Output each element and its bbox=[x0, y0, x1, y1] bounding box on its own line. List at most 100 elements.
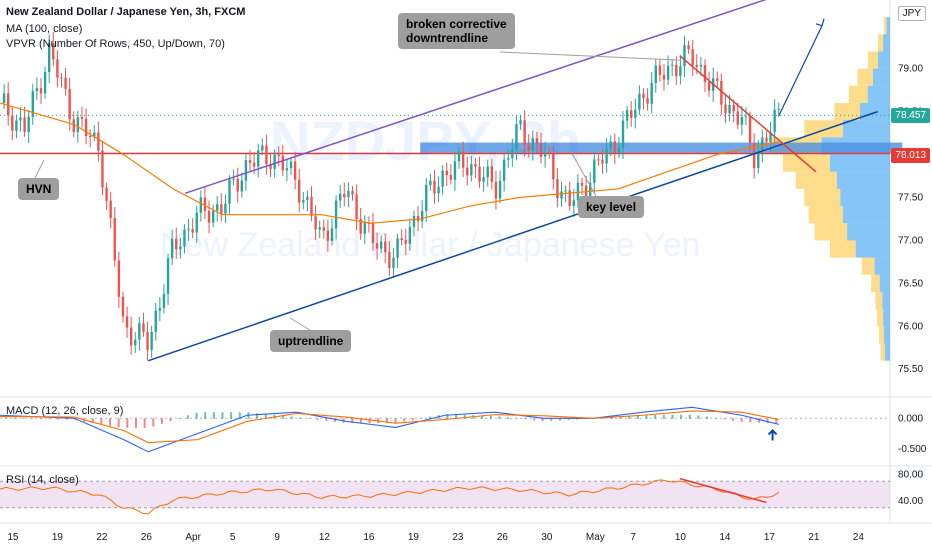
macd-histogram-bar bbox=[420, 418, 423, 419]
candle-body bbox=[68, 88, 71, 120]
candle-body bbox=[203, 197, 207, 211]
candle-body bbox=[429, 180, 432, 186]
macd-histogram-bar bbox=[13, 417, 16, 419]
time-tick-label: 19 bbox=[52, 532, 64, 543]
candle-body bbox=[761, 137, 764, 152]
macd-histogram-bar bbox=[22, 417, 25, 419]
vp-down-bar bbox=[883, 34, 890, 52]
candle-body bbox=[199, 197, 203, 213]
candle-body bbox=[138, 323, 141, 340]
candle-body bbox=[461, 151, 465, 168]
candle-body bbox=[720, 80, 723, 105]
time-tick-label: 12 bbox=[319, 532, 331, 543]
macd-histogram-bar bbox=[533, 418, 535, 421]
candle-body bbox=[183, 229, 186, 247]
candle-body bbox=[527, 145, 530, 151]
candle-body bbox=[281, 155, 285, 171]
candle-body bbox=[675, 64, 678, 77]
macd-histogram-bar bbox=[282, 415, 285, 419]
candle-body bbox=[601, 159, 604, 164]
candle-body bbox=[31, 91, 34, 117]
candle-body bbox=[404, 240, 407, 244]
macd-histogram-bar bbox=[117, 418, 120, 428]
candle-body bbox=[39, 88, 43, 94]
candle-body bbox=[6, 93, 10, 116]
candle-body bbox=[355, 194, 358, 220]
candle-body bbox=[457, 151, 461, 162]
candle-body bbox=[105, 187, 108, 201]
candle-body bbox=[211, 210, 215, 223]
currency-badge[interactable]: JPY bbox=[897, 6, 926, 21]
candle-body bbox=[109, 200, 112, 219]
macd-signal-line bbox=[0, 410, 779, 444]
vp-up-bar bbox=[877, 309, 884, 327]
candle-body bbox=[142, 323, 145, 333]
candle-body bbox=[338, 193, 342, 201]
candle-body bbox=[654, 65, 657, 83]
macd-histogram-bar bbox=[351, 418, 354, 424]
macd-histogram-bar bbox=[489, 415, 492, 419]
rsi-label[interactable]: RSI (14, close) bbox=[6, 474, 79, 486]
ma-legend[interactable]: MA (100, close) bbox=[6, 23, 83, 35]
candle-body bbox=[572, 200, 576, 206]
candle-body bbox=[466, 167, 469, 176]
macd-histogram-bar bbox=[152, 418, 155, 427]
candle-body bbox=[707, 82, 711, 91]
candle-body bbox=[658, 65, 662, 75]
macd-histogram-bar bbox=[290, 416, 293, 419]
candle-body bbox=[11, 115, 14, 131]
macd-histogram-bar bbox=[91, 418, 94, 423]
vpvr-legend[interactable]: VPVR (Number Of Rows, 450, Up/Down, 70) bbox=[6, 38, 225, 50]
macd-histogram-bar bbox=[498, 416, 501, 419]
macd-histogram-bar bbox=[230, 412, 233, 419]
candle-body bbox=[2, 93, 6, 104]
candle-body bbox=[265, 145, 268, 165]
callout-pointer bbox=[33, 159, 45, 181]
candle-body bbox=[724, 104, 727, 114]
vp-up-bar bbox=[875, 291, 883, 310]
symbol-title[interactable]: New Zealand Dollar / Japanese Yen, 3h, F… bbox=[6, 6, 246, 18]
macd-histogram-bar bbox=[610, 417, 613, 419]
candle-body bbox=[757, 151, 760, 169]
macd-histogram-bar bbox=[654, 415, 657, 419]
candle-body bbox=[646, 98, 649, 104]
vp-up-bar bbox=[880, 343, 885, 361]
candle-body bbox=[748, 116, 752, 143]
candle-body bbox=[642, 93, 645, 99]
macd-histogram-bar bbox=[757, 418, 760, 423]
macd-histogram-bar bbox=[550, 418, 553, 421]
current-price-tag: 78.457 bbox=[891, 108, 930, 123]
candle-body bbox=[146, 332, 149, 350]
candle-body bbox=[666, 65, 670, 80]
rsi-tick-label: 40.00 bbox=[898, 496, 923, 507]
candle-body bbox=[441, 170, 444, 187]
candle-body bbox=[576, 182, 580, 201]
candle-body bbox=[88, 135, 92, 137]
candle-body bbox=[273, 154, 276, 169]
price-tick-label: 77.50 bbox=[898, 193, 923, 204]
macd-label[interactable]: MACD (12, 26, close, 9) bbox=[6, 405, 124, 417]
price-tick-label: 77.00 bbox=[898, 235, 923, 246]
vp-up-bar bbox=[795, 171, 837, 189]
candle-body bbox=[113, 218, 116, 261]
candle-body bbox=[170, 238, 174, 259]
watermark-name: New Zealand Dollar / Japanese Yen bbox=[160, 226, 701, 264]
candle-body bbox=[511, 149, 514, 159]
candle-body bbox=[777, 108, 780, 110]
macd-histogram-bar bbox=[308, 418, 311, 419]
vp-up-bar bbox=[808, 206, 843, 224]
candle-body bbox=[347, 191, 350, 198]
macd-histogram-bar bbox=[394, 418, 397, 424]
vp-up-bar bbox=[857, 68, 873, 86]
vp-up-bar bbox=[871, 274, 880, 292]
macd-line bbox=[0, 406, 779, 453]
candle-body bbox=[716, 78, 719, 81]
candle-body bbox=[564, 190, 567, 192]
macd-histogram-bar bbox=[134, 418, 137, 428]
candle-body bbox=[47, 43, 51, 73]
candle-body bbox=[298, 179, 301, 203]
macd-histogram-bar bbox=[706, 416, 709, 419]
candle-body bbox=[453, 161, 457, 180]
time-tick-label: 26 bbox=[141, 532, 153, 543]
callout-pointer bbox=[569, 149, 597, 197]
